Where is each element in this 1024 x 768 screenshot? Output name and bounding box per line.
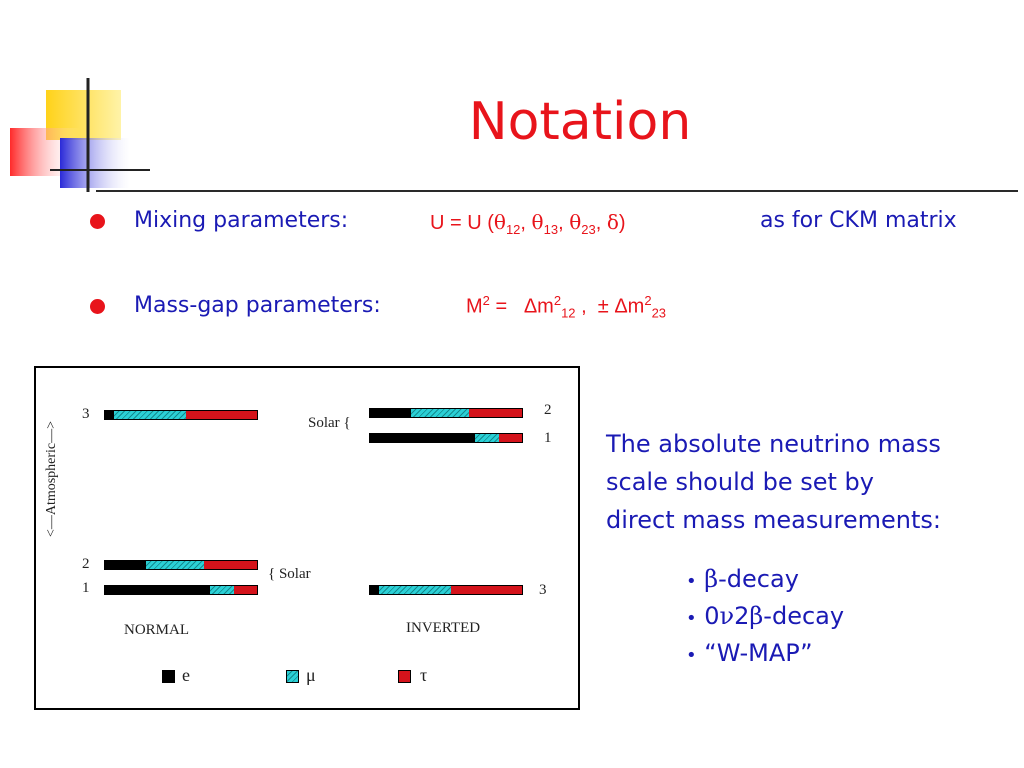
inverted-level-number: 1 [544, 430, 552, 446]
bar-segment-e [105, 561, 147, 569]
inverted-level-1-bar [369, 433, 523, 443]
title-divider [96, 190, 1018, 192]
slide-title: Notation [468, 92, 692, 152]
normal-level-2-bar [104, 560, 258, 570]
legend-e-swatch [162, 670, 175, 683]
mass-scale-line-1: The absolute neutrino mass [606, 430, 941, 458]
normal-caption: NORMAL [124, 622, 190, 638]
inverted-caption: INVERTED [406, 620, 481, 636]
bar-segment-mu [114, 411, 186, 419]
bar-segment-e [105, 411, 115, 419]
mass-gap-formula: M2 = Δm212 , ± Δm223 [466, 293, 667, 321]
inverted-level-3-bar [369, 585, 523, 595]
normal-level-number: 2 [82, 556, 90, 572]
inverted-level-number: 2 [544, 402, 552, 418]
bar-segment-mu [474, 434, 500, 442]
beta-decay-item: • β-decay [686, 565, 799, 593]
legend-tau-label: τ [420, 665, 428, 685]
double-beta-decay-item: • 0ν2β-decay [686, 602, 845, 630]
corner-decoration [10, 78, 150, 192]
atmospheric-label: <—Atmospheric—> [44, 420, 59, 538]
bar-segment-mu [411, 409, 469, 417]
normal-level-3-bar [104, 410, 258, 420]
bar-segment-tau [185, 411, 257, 419]
mixing-formula: U = U (θ12, θ13, θ23, δ) [430, 210, 626, 237]
bar-segment-e [105, 586, 210, 594]
bullet-dot [90, 299, 105, 314]
legend-mu-label: μ [306, 665, 316, 685]
bar-segment-mu [146, 561, 204, 569]
mass-gap-parameters-label: Mass-gap parameters: [134, 293, 381, 318]
bar-segment-e [370, 434, 475, 442]
bar-segment-tau [234, 586, 257, 594]
bar-segment-mu [379, 586, 451, 594]
normal-level-number: 1 [82, 580, 90, 596]
bullet-dot [90, 214, 105, 229]
normal-level-1-bar [104, 585, 258, 595]
bar-segment-tau [203, 561, 257, 569]
bar-segment-mu [209, 586, 235, 594]
ckm-note: as for CKM matrix [760, 208, 957, 233]
bar-segment-tau [499, 434, 522, 442]
normal-solar-label: { Solar [268, 566, 311, 582]
bar-segment-e [370, 586, 380, 594]
bar-segment-tau [468, 409, 522, 417]
mass-scale-line-3: direct mass measurements: [606, 506, 941, 534]
mass-scale-line-2: scale should be set by [606, 468, 874, 496]
mixing-parameters-label: Mixing parameters: [134, 208, 349, 233]
legend-mu-swatch [286, 670, 299, 683]
wmap-item: • “W-MAP” [686, 639, 813, 667]
neutrino-mass-hierarchy-diagram: <—Atmospheric—> 3 2 1 { Solar NORMAL Sol… [34, 366, 580, 710]
legend-tau-swatch [398, 670, 411, 683]
normal-level-number: 3 [82, 406, 90, 422]
bar-segment-e [370, 409, 412, 417]
bar-segment-tau [450, 586, 522, 594]
inverted-solar-label: Solar { [308, 415, 351, 431]
inverted-level-number: 3 [539, 582, 547, 598]
inverted-level-2-bar [369, 408, 523, 418]
legend-e-label: e [182, 665, 190, 685]
